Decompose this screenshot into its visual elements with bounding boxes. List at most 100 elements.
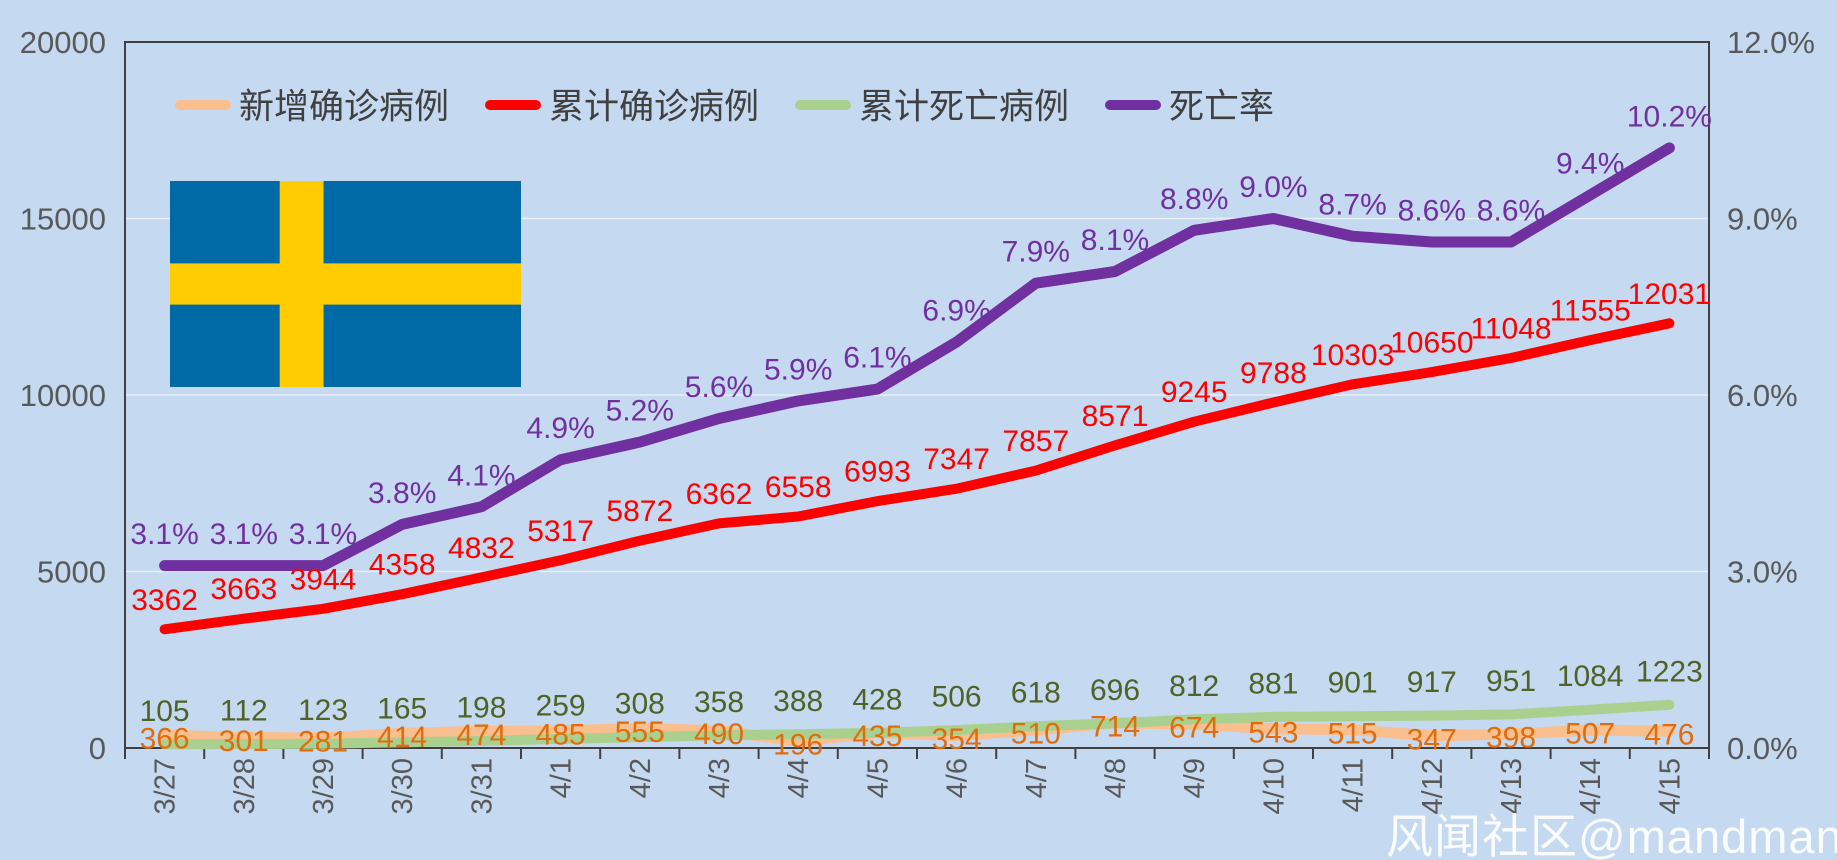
data-label-total-cases: 12031	[1628, 278, 1711, 311]
data-label-total-cases: 7347	[923, 443, 990, 476]
y-axis-label-right: 3.0%	[1727, 554, 1798, 589]
x-axis-label: 4/10	[1258, 758, 1290, 814]
data-label-new-cases: 490	[694, 718, 744, 751]
legend-item-new-cases: 新增确诊病例	[175, 87, 449, 126]
data-label-total-cases: 10650	[1390, 327, 1473, 360]
flag-cross-vertical	[279, 181, 324, 387]
flag-cross-horizontal	[170, 263, 521, 305]
data-label-death-rate: 3.1%	[130, 518, 198, 551]
data-label-new-cases: 347	[1407, 723, 1457, 756]
data-label-new-cases: 515	[1328, 717, 1378, 750]
y-axis-label-left: 10000	[20, 378, 106, 413]
data-label-total-deaths: 1084	[1557, 660, 1624, 693]
data-label-total-cases: 3944	[290, 563, 357, 596]
x-axis-label: 3/30	[387, 758, 419, 814]
x-axis-label: 4/1	[546, 758, 578, 798]
x-axis-label: 4/9	[1179, 758, 1211, 798]
data-label-total-deaths: 812	[1169, 670, 1219, 703]
data-label-new-cases: 507	[1565, 718, 1615, 751]
x-axis-label: 4/6	[942, 758, 974, 798]
data-label-death-rate: 8.7%	[1318, 189, 1386, 222]
x-axis-label: 4/11	[1338, 758, 1370, 812]
data-label-total-cases: 6362	[686, 478, 753, 511]
data-label-total-cases: 9788	[1240, 357, 1307, 390]
x-axis-label: 4/4	[783, 758, 815, 798]
data-label-new-cases: 485	[536, 718, 586, 751]
legend-swatch-new-cases	[175, 100, 231, 110]
data-label-total-deaths: 618	[1011, 677, 1061, 710]
data-label-total-cases: 3362	[131, 584, 198, 617]
data-label-death-rate: 8.8%	[1160, 183, 1228, 216]
x-axis-label: 4/8	[1100, 758, 1132, 798]
data-label-total-deaths: 259	[536, 689, 586, 722]
data-label-total-cases: 7857	[1002, 425, 1069, 458]
data-label-total-cases: 4832	[448, 532, 515, 565]
series-line-total-deaths	[159, 699, 1675, 750]
data-label-death-rate: 3.1%	[210, 518, 278, 551]
x-axis-label: 3/31	[466, 758, 498, 814]
series-line-total-cases	[159, 318, 1675, 635]
legend-label-new-cases: 新增确诊病例	[239, 87, 449, 126]
data-label-total-deaths: 165	[377, 693, 427, 726]
data-label-death-rate: 4.1%	[447, 459, 515, 492]
y-axis-label-left: 15000	[20, 201, 106, 236]
data-label-total-cases: 4358	[369, 549, 436, 582]
y-axis-label-left: 5000	[37, 554, 106, 589]
data-label-death-rate: 10.2%	[1627, 100, 1712, 133]
data-label-total-deaths: 198	[456, 692, 506, 725]
x-axis-label: 4/3	[704, 758, 736, 798]
x-axis-label: 4/7	[1021, 758, 1053, 798]
x-axis-label: 3/29	[308, 758, 340, 814]
data-label-death-rate: 9.4%	[1556, 147, 1624, 180]
x-axis-label: 4/15	[1654, 758, 1686, 814]
data-label-death-rate: 8.1%	[1081, 224, 1149, 257]
data-label-new-cases: 476	[1644, 719, 1694, 752]
legend-swatch-total-cases	[485, 100, 541, 110]
data-label-total-deaths: 917	[1407, 666, 1457, 699]
legend-label-total-cases: 累计确诊病例	[549, 87, 759, 126]
data-label-total-deaths: 358	[694, 686, 744, 719]
watermark: 风闻社区@mandman	[1386, 810, 1837, 860]
data-label-total-deaths: 105	[140, 695, 190, 728]
y-axis-label-left: 20000	[20, 25, 106, 60]
legend-swatch-death-rate	[1105, 100, 1161, 110]
data-label-death-rate: 3.8%	[368, 477, 436, 510]
data-label-death-rate: 8.6%	[1398, 195, 1466, 228]
data-label-death-rate: 4.9%	[526, 412, 594, 445]
data-label-total-cases: 5872	[606, 495, 673, 528]
data-label-total-cases: 6558	[765, 471, 832, 504]
data-label-death-rate: 9.0%	[1239, 171, 1307, 204]
data-label-total-cases: 3663	[210, 573, 277, 606]
data-label-new-cases: 435	[852, 720, 902, 753]
legend-item-death-rate: 死亡率	[1105, 87, 1274, 126]
data-label-total-cases: 10303	[1311, 339, 1394, 372]
data-label-new-cases: 414	[377, 721, 427, 754]
x-axis-label: 4/2	[625, 758, 657, 798]
data-label-death-rate: 7.9%	[1002, 236, 1070, 269]
x-axis-label: 3/28	[229, 758, 261, 814]
legend-item-total-deaths: 累计死亡病例	[795, 87, 1069, 126]
x-axis-label: 4/12	[1417, 758, 1449, 814]
y-axis-label-right: 12.0%	[1727, 25, 1815, 60]
data-label-total-cases: 9245	[1161, 376, 1228, 409]
data-label-new-cases: 301	[219, 725, 269, 758]
data-label-total-cases: 6993	[844, 456, 911, 489]
legend-item-total-cases: 累计确诊病例	[485, 87, 759, 126]
data-label-death-rate: 6.1%	[843, 342, 911, 375]
series-line-death-rate	[159, 142, 1675, 572]
data-label-new-cases: 398	[1486, 721, 1536, 754]
y-axis-label-left: 0	[89, 731, 106, 766]
y-axis-label-right: 0.0%	[1727, 731, 1798, 766]
data-label-death-rate: 6.9%	[922, 295, 990, 328]
data-label-death-rate: 5.6%	[685, 371, 753, 404]
data-label-new-cases: 674	[1169, 712, 1219, 745]
data-label-new-cases: 474	[456, 719, 506, 752]
data-label-total-deaths: 428	[852, 683, 902, 716]
data-label-death-rate: 5.9%	[764, 353, 832, 386]
data-label-new-cases: 354	[932, 723, 982, 756]
x-axis-label: 4/14	[1575, 758, 1607, 814]
data-label-total-deaths: 506	[932, 681, 982, 714]
data-label-new-cases: 366	[140, 723, 190, 756]
y-axis-label-right: 9.0%	[1727, 201, 1798, 236]
